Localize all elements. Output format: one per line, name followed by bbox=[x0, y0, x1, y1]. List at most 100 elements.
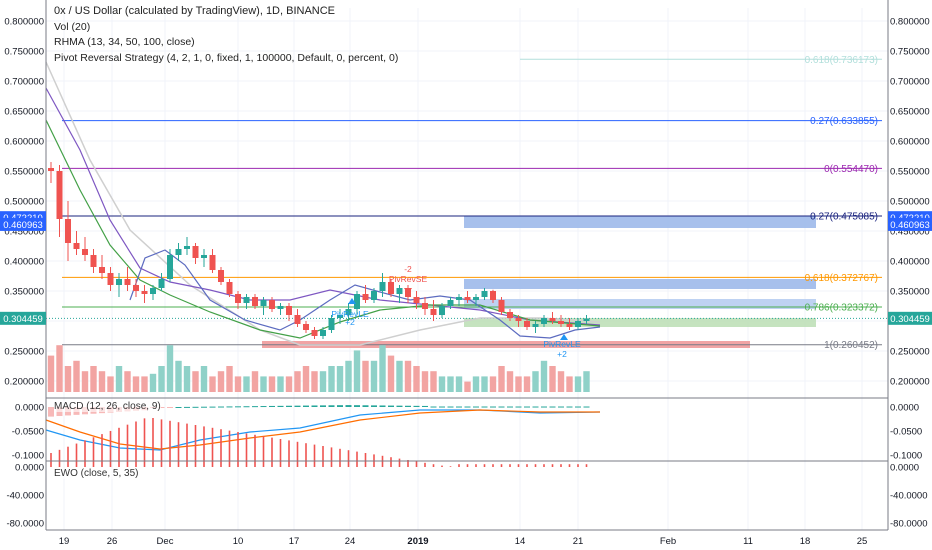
indicator-pivot[interactable]: Pivot Reversal Strategy (4, 2, 1, 0, fix… bbox=[54, 51, 399, 64]
volume-bar bbox=[149, 373, 157, 392]
volume-bar bbox=[47, 355, 55, 392]
candle-body bbox=[243, 297, 250, 303]
zone-box bbox=[464, 279, 816, 289]
candle-body bbox=[583, 318, 590, 321]
zone-box bbox=[464, 299, 816, 309]
indicator-rhma[interactable]: RHMA (13, 34, 50, 100, close) bbox=[54, 36, 195, 48]
macd-tick-right: -0.1000 bbox=[890, 451, 922, 462]
candle-body bbox=[439, 306, 445, 315]
y-tick-left: 0.800000 bbox=[4, 17, 44, 28]
macd-histogram-bar bbox=[243, 406, 250, 408]
macd-histogram-bar bbox=[388, 405, 394, 407]
volume-bar bbox=[447, 376, 454, 392]
candle-body bbox=[473, 297, 479, 300]
candle-body bbox=[396, 288, 403, 294]
candle-body bbox=[388, 282, 394, 294]
volume-bar bbox=[430, 371, 437, 392]
fib-levels: 0.618(0.736173) 0.27(0.633855) 0(0.554470)… bbox=[46, 55, 888, 351]
candle-body bbox=[235, 294, 241, 303]
macd-histogram-bar bbox=[456, 406, 462, 408]
indicator-volume[interactable]: Vol (20) bbox=[54, 20, 91, 33]
macd-histogram-bar bbox=[413, 405, 420, 407]
macd-histogram-bar bbox=[396, 405, 403, 407]
y-tick-left: 0.450000 bbox=[4, 227, 44, 238]
price-badge bbox=[0, 217, 46, 231]
fib-label: 0.786(0.323372) bbox=[805, 302, 878, 313]
volume-bar bbox=[302, 366, 310, 392]
macd-histogram-bar bbox=[277, 405, 284, 407]
macd-histogram-bar bbox=[158, 407, 165, 408]
volume-bar bbox=[294, 371, 301, 392]
macd-histogram-bar bbox=[379, 405, 386, 407]
y-tick-right: 0.600000 bbox=[890, 137, 930, 148]
volume-bar bbox=[56, 345, 63, 392]
fib-label: 1(0.260452) bbox=[824, 340, 878, 351]
y-tick-right: 0.800000 bbox=[890, 17, 930, 28]
chart-title: 0x / US Dollar (calculated by TradingVie… bbox=[54, 5, 336, 17]
y-tick-left: 0.550000 bbox=[4, 167, 44, 178]
volume-bar bbox=[574, 376, 582, 392]
macd-histogram-bar bbox=[328, 405, 335, 407]
macd-histogram-bar bbox=[515, 406, 522, 408]
fib-label: 0.27(0.475085) bbox=[810, 211, 878, 222]
ewo-label[interactable]: EWO (close, 5, 35) bbox=[54, 468, 139, 479]
candle-body bbox=[218, 270, 224, 282]
candle-body bbox=[150, 288, 156, 294]
macd-histogram-bar bbox=[260, 406, 267, 408]
candle-body bbox=[167, 255, 173, 279]
volume-bar bbox=[345, 360, 352, 392]
volume-bar bbox=[438, 376, 446, 392]
macd-histogram-bar bbox=[226, 406, 233, 408]
x-tick: 19 bbox=[59, 536, 70, 547]
candle-body bbox=[515, 318, 522, 321]
volume-bar bbox=[583, 371, 590, 392]
y-tick-right: 0.400000 bbox=[890, 257, 930, 268]
candle-body bbox=[311, 330, 318, 336]
price-badge bbox=[888, 217, 932, 231]
price-badge-label: 0.460963 bbox=[890, 220, 930, 231]
macd-histogram-bar bbox=[354, 405, 360, 407]
candle-body bbox=[371, 291, 377, 300]
candle-body bbox=[320, 330, 326, 336]
candle-body bbox=[490, 291, 496, 300]
zone-box bbox=[464, 216, 816, 228]
macd-histogram-bar bbox=[422, 405, 428, 407]
volume-bar bbox=[234, 376, 242, 392]
volume-bar bbox=[472, 376, 480, 392]
volume-bar bbox=[387, 355, 395, 392]
macd-histogram-bar bbox=[498, 406, 505, 408]
price-badge-label: 0.304459 bbox=[3, 314, 43, 325]
macd-label[interactable]: MACD (12, 26, close, 9) bbox=[54, 401, 161, 412]
volume-bar bbox=[200, 366, 208, 392]
macd-histogram-bar bbox=[473, 406, 479, 408]
candle-body bbox=[56, 171, 63, 219]
candle-body bbox=[277, 306, 284, 309]
volume-bar bbox=[98, 371, 106, 392]
candle-body bbox=[141, 291, 148, 294]
volume-bar bbox=[506, 371, 514, 392]
x-tick: 11 bbox=[743, 536, 753, 547]
long-arrow bbox=[348, 298, 356, 304]
volume-bar bbox=[540, 360, 548, 392]
signal-label: PivRevLE bbox=[331, 309, 369, 319]
y-tick-left: 0.500000 bbox=[4, 197, 44, 208]
volume-bar bbox=[183, 366, 191, 392]
candle-body bbox=[116, 279, 122, 285]
candle-body bbox=[507, 312, 513, 318]
volume-bar bbox=[311, 371, 318, 392]
y-tick-right: 0.450000 bbox=[890, 227, 930, 238]
signal-label: +2 bbox=[345, 317, 355, 327]
y-tick-left: 0.350000 bbox=[4, 287, 44, 298]
volume-bar bbox=[523, 376, 531, 392]
macd-histogram-bar bbox=[405, 405, 411, 407]
volume-bar bbox=[175, 360, 182, 392]
volume-bar bbox=[90, 366, 97, 392]
y-tick-right: 0.250000 bbox=[890, 347, 930, 358]
price-badge bbox=[0, 311, 46, 325]
candle-body bbox=[532, 324, 539, 327]
volume-bar bbox=[336, 366, 344, 392]
y-tick-right: 0.700000 bbox=[890, 77, 930, 88]
price-badge bbox=[888, 311, 932, 325]
fib-label: 0(0.554470) bbox=[824, 164, 878, 175]
